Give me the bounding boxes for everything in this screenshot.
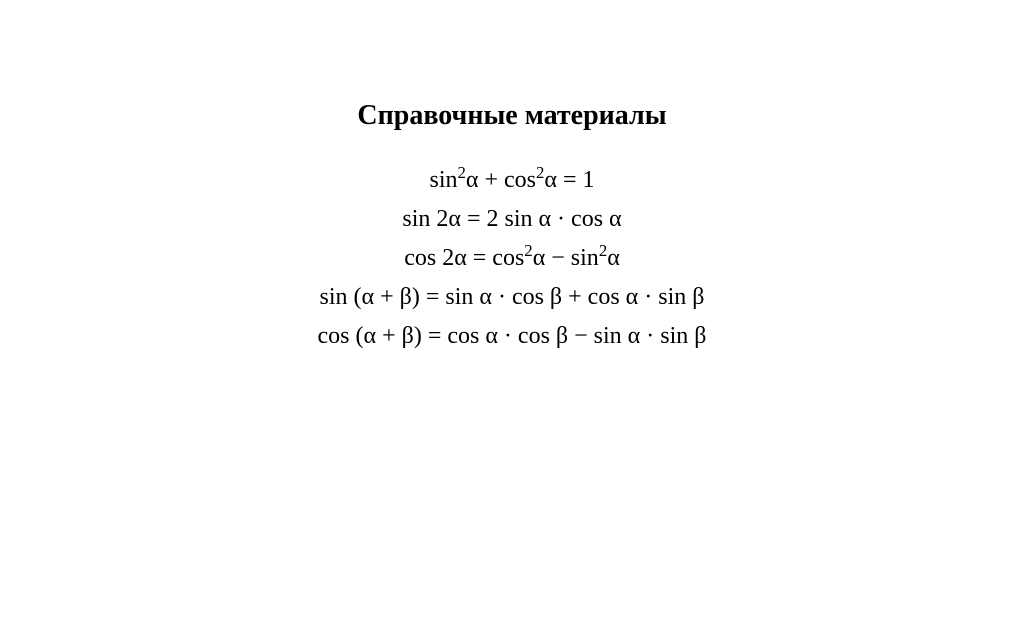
formula-list: sin2α + cos2α = 1 sin 2α = 2 sin α · cos…	[318, 167, 707, 350]
formula-row: cos 2α = cos2α − sin2α	[404, 245, 620, 272]
formula-row: cos (α + β) = cos α · cos β − sin α · si…	[318, 323, 707, 350]
formula-row: sin (α + β) = sin α · cos β + cos α · si…	[320, 284, 705, 311]
page-title: Справочные материалы	[357, 100, 666, 132]
formula-row: sin2α + cos2α = 1	[429, 167, 594, 194]
formula-row: sin 2α = 2 sin α · cos α	[402, 206, 621, 233]
